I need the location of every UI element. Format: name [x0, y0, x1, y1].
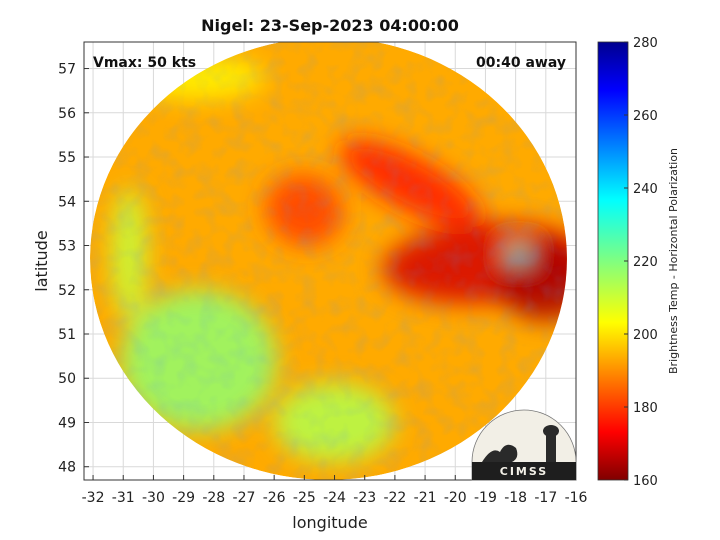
x-axis-ticks: -32 -31 -30 -29 -28 -27 -26 -25 -24 -23 -22 -21 -20-…	[82, 475, 588, 506]
logo-text: CIMSS	[500, 465, 548, 478]
x-tick-label: -28	[202, 490, 225, 506]
x-tick-label: -31	[112, 490, 135, 506]
colorbar-label: Brightness Temp - Horizontal Polarizatio…	[667, 148, 680, 374]
x-tick-label: -17	[534, 490, 557, 506]
y-axis-label: latitude	[32, 230, 51, 291]
time-away-annotation: 00:40 away	[476, 55, 566, 71]
x-tick-label: -32	[82, 490, 105, 506]
colorbar-ticks: 160 180 200 220 240 260 280	[624, 36, 658, 489]
plot-area	[90, 42, 567, 480]
x-tick-label: -20	[444, 490, 467, 506]
y-tick-label: 51	[58, 327, 76, 343]
colorbar-tick-label: 220	[633, 255, 658, 270]
y-tick-label: 53	[58, 239, 76, 255]
swath-image	[90, 42, 567, 480]
x-tick-label: -24	[323, 490, 346, 506]
y-tick-label: 55	[58, 150, 76, 166]
colorbar-tick-label: 180	[633, 401, 658, 416]
x-tick-label: -25	[293, 490, 316, 506]
y-tick-label: 57	[58, 62, 76, 78]
water-tower-tank-icon	[543, 425, 559, 437]
cimss-logo: CIMSS	[471, 409, 577, 481]
vmax-annotation: Vmax: 50 kts	[93, 55, 196, 71]
y-tick-label: 54	[58, 194, 76, 210]
y-axis-ticks: 48 49 50 51 52 53 54 55 56 57	[58, 62, 89, 476]
satellite-dish-icon	[482, 444, 518, 462]
colorbar-tick-label: 160	[633, 474, 658, 489]
x-tick-label: -22	[383, 490, 406, 506]
colorbar-tick-label: 240	[633, 182, 658, 197]
x-tick-label: -26	[263, 490, 286, 506]
x-tick-label: -19	[474, 490, 497, 506]
x-tick-label: -21	[414, 490, 437, 506]
water-tower-icon	[546, 432, 556, 462]
swath-texture	[90, 42, 567, 480]
x-tick-label: -16	[565, 490, 588, 506]
x-tick-label: -29	[172, 490, 195, 506]
y-tick-label: 50	[58, 371, 76, 387]
x-axis-label: longitude	[292, 513, 367, 532]
x-tick-label: -23	[353, 490, 376, 506]
x-tick-label: -18	[504, 490, 527, 506]
colorbar-tick-label: 260	[633, 109, 658, 124]
y-tick-label: 49	[58, 415, 76, 431]
colorbar	[597, 41, 629, 481]
x-tick-label: -30	[142, 490, 165, 506]
x-tick-label: -27	[233, 490, 256, 506]
y-tick-label: 52	[58, 283, 76, 299]
axes-frame	[83, 41, 577, 481]
chart-title: Nigel: 23-Sep-2023 04:00:00	[201, 16, 459, 35]
colorbar-tick-label: 200	[633, 328, 658, 343]
colorbar-tick-label: 280	[633, 36, 658, 51]
y-tick-label: 48	[58, 460, 76, 476]
y-tick-label: 56	[58, 106, 76, 122]
logo-banner	[472, 462, 576, 480]
